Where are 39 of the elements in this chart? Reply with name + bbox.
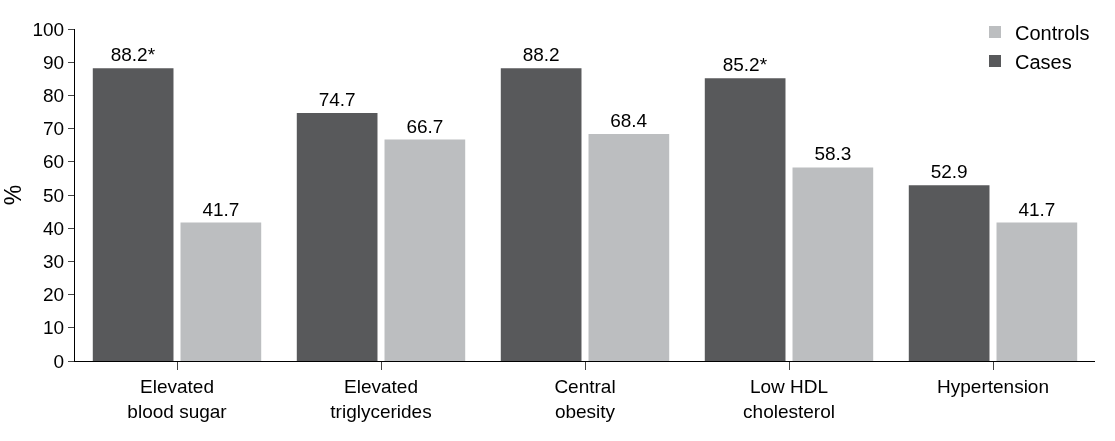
x-tick-label: Elevated triglycerides xyxy=(330,375,432,422)
bar xyxy=(180,222,262,361)
y-tick-label: 20 xyxy=(43,284,65,306)
bar xyxy=(908,185,990,361)
data-label: 85.2* xyxy=(722,54,768,76)
bar xyxy=(588,133,670,361)
y-axis-title: % xyxy=(0,184,26,206)
bar xyxy=(996,222,1078,361)
y-tick-label: 90 xyxy=(43,51,65,73)
y-tick-label: 30 xyxy=(43,251,65,273)
x-tick-label: Low HDL cholesterol xyxy=(743,375,835,422)
data-label: 74.7 xyxy=(318,89,356,110)
x-tick-label: Central obesity xyxy=(554,375,616,422)
data-label: 66.7 xyxy=(406,115,444,137)
data-label: 41.7 xyxy=(1018,198,1056,220)
bar xyxy=(92,68,174,361)
y-tick-label: 70 xyxy=(43,118,65,140)
data-label: 52.9 xyxy=(930,161,968,183)
y-tick-label: 100 xyxy=(32,18,65,40)
data-label: 41.7 xyxy=(202,198,240,220)
y-tick-label: 50 xyxy=(43,184,65,206)
bar xyxy=(704,78,786,361)
y-tick-label: 0 xyxy=(53,350,65,372)
bar xyxy=(296,113,378,361)
bar xyxy=(500,68,582,361)
x-tick-label: Elevated blood sugar xyxy=(127,375,228,422)
bar xyxy=(792,167,874,361)
bar xyxy=(384,139,466,361)
data-label: 88.2* xyxy=(110,44,156,66)
data-label: 88.2 xyxy=(522,44,560,66)
legend-label: Controls xyxy=(1015,21,1090,44)
y-tick-label: 40 xyxy=(43,217,65,239)
data-label: 68.4 xyxy=(610,109,648,131)
y-tick-label: 60 xyxy=(43,151,65,173)
y-tick-label: 10 xyxy=(43,317,65,339)
y-tick-label: 80 xyxy=(43,85,65,107)
x-tick-label: Hypertension xyxy=(937,375,1049,397)
legend-label: Cases xyxy=(1015,50,1072,73)
data-label: 58.3 xyxy=(814,143,852,165)
